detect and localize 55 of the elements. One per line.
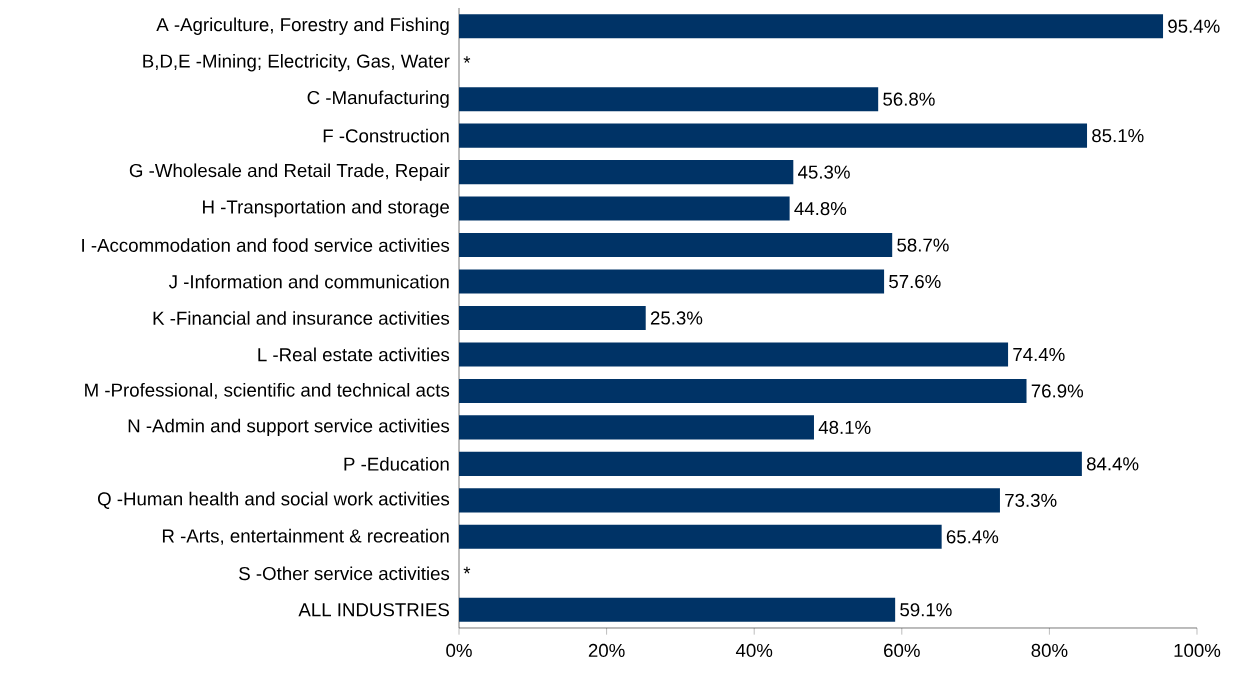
y-tick-label: I -Accommodation and food service activities xyxy=(82,238,450,252)
data-label: 73.3% xyxy=(1005,493,1057,507)
bar xyxy=(459,451,1082,476)
y-tick-label: ALL INDUSTRIES xyxy=(298,603,449,617)
x-tick-label: 60% xyxy=(884,643,920,658)
x-tick-label: 80% xyxy=(1031,643,1068,658)
y-tick-label: H -Transportation and storage xyxy=(203,199,449,218)
data-label: 48.1% xyxy=(818,420,871,435)
bar xyxy=(459,597,896,622)
data-label: 25.3% xyxy=(650,311,703,325)
y-tick-label: P -Education xyxy=(344,457,449,471)
y-tick-label: A -Agriculture, Forestry and Fishing xyxy=(156,17,449,35)
bar xyxy=(459,123,1088,148)
x-tick-label: 40% xyxy=(735,643,773,658)
y-tick-label: C -Manufacturing xyxy=(307,90,449,108)
y-tick-label: B,D,E -Mining; Electricity, Gas, Water xyxy=(143,54,450,72)
bar xyxy=(459,196,790,221)
y-tick-label: K -Financial and insurance activities xyxy=(153,311,450,325)
bar xyxy=(459,488,1000,513)
y-tick-label: F -Construction xyxy=(323,128,449,143)
data-label: 84.4% xyxy=(1086,457,1139,471)
bar xyxy=(459,305,646,331)
y-tick-label: J -Information and communication xyxy=(168,274,449,289)
bar xyxy=(459,233,893,258)
data-label: 95.4% xyxy=(1168,19,1220,33)
bar xyxy=(459,14,1164,39)
data-label: 76.9% xyxy=(1031,384,1084,398)
bar xyxy=(459,87,879,112)
y-tick-label: M -Professional, scientific and technical acts xyxy=(85,382,450,399)
y-tick-label: L -Real estate activities xyxy=(258,347,450,362)
data-label: 74.4% xyxy=(1013,347,1065,361)
data-label: 57.6% xyxy=(889,274,941,289)
bar xyxy=(459,378,1027,403)
x-tick-label: 20% xyxy=(588,643,625,658)
bar xyxy=(459,524,942,549)
x-tick-label: 0% xyxy=(446,643,472,658)
bar xyxy=(459,415,814,440)
y-tick-label: G -Wholesale and Retail Trade, Repair xyxy=(129,163,450,181)
data-label: 65.4% xyxy=(946,530,999,544)
bar xyxy=(459,342,1009,367)
y-tick-label: R -Arts, entertainment & recreation xyxy=(162,528,449,545)
bar xyxy=(459,160,794,185)
y-tick-label: S -Other service activities xyxy=(239,566,450,581)
y-tick-label: Q -Human health and social work activities xyxy=(97,491,450,509)
text: * xyxy=(463,56,471,63)
data-label: 44.8% xyxy=(794,201,847,216)
bar xyxy=(459,269,885,294)
data-label: 45.3% xyxy=(798,165,850,179)
data-label: 58.7% xyxy=(897,238,949,252)
y-tick-label: N -Admin and support service activities xyxy=(128,418,450,437)
x-tick-label: 100% xyxy=(1174,643,1221,658)
data-label: 56.8% xyxy=(883,92,935,106)
data-label: 59.1% xyxy=(900,603,952,617)
text: * xyxy=(463,566,471,574)
data-label: 85.1% xyxy=(1092,129,1144,143)
